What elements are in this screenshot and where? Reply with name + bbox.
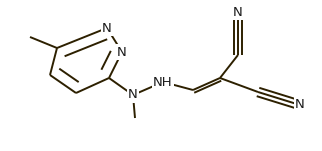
Text: N: N xyxy=(102,21,112,34)
Text: N: N xyxy=(128,88,138,101)
Text: N: N xyxy=(117,45,127,58)
Text: NH: NH xyxy=(153,76,173,88)
Text: N: N xyxy=(295,98,305,111)
Text: N: N xyxy=(233,5,243,19)
